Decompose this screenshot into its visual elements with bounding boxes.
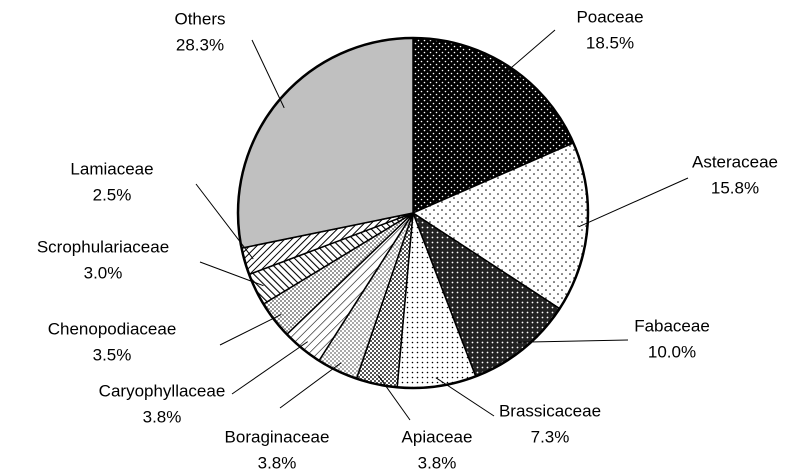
slice-label: Caryophyllaceae <box>99 381 226 400</box>
pie-outline <box>236 36 590 390</box>
pie-slice <box>237 37 414 250</box>
labels: Poaceae 18.5% Asteraceae 15.8% Fabaceae 10.0%… <box>37 7 778 472</box>
slice-value: 3.0% <box>84 263 123 282</box>
slice-label: Lamiaceae <box>70 159 153 178</box>
leader-line <box>517 339 629 343</box>
leader-line <box>503 29 556 75</box>
slice-label: Others <box>174 9 225 28</box>
leader-line <box>435 377 495 417</box>
slice-label: Apiaceae <box>402 427 473 446</box>
slice-value: 28.3% <box>176 35 224 54</box>
slice-label: Fabaceae <box>634 316 710 335</box>
leader-line <box>231 341 308 395</box>
slice-label: Asteraceae <box>692 152 778 171</box>
slice-value: 7.3% <box>531 427 570 446</box>
leader-line <box>219 313 282 346</box>
slice-value: 3.5% <box>93 345 132 364</box>
slice-label: Brassicaceae <box>499 401 601 420</box>
leader-line <box>377 375 411 421</box>
slice-label: Poaceae <box>576 7 643 26</box>
slice-value: 3.8% <box>258 453 297 472</box>
slice-value: 18.5% <box>586 33 634 52</box>
leader-line <box>251 39 285 109</box>
slice-value: 3.8% <box>418 453 457 472</box>
slice-value: 2.5% <box>93 185 132 204</box>
slice-value: 15.8% <box>711 178 759 197</box>
slice-value: 10.0% <box>648 342 696 361</box>
leader-line <box>199 261 264 287</box>
leader-line <box>195 183 254 260</box>
slice-value: 3.8% <box>143 407 182 426</box>
leader-line <box>578 177 689 228</box>
slice-label: Chenopodiaceae <box>48 319 177 338</box>
slice-label: Scrophulariaceae <box>37 237 169 256</box>
pie <box>236 36 590 390</box>
slice-label: Boraginaceae <box>225 427 330 446</box>
leader-line <box>279 362 342 409</box>
